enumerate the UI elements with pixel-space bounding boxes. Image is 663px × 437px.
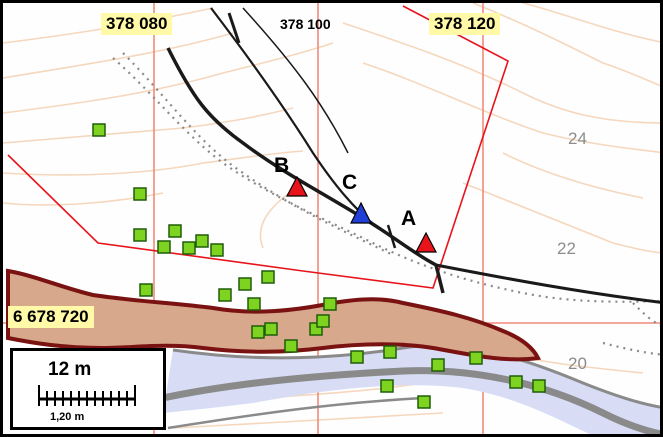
grid-label-x-378100: 378 100 [280, 16, 331, 32]
contour-lines [3, 3, 660, 429]
grid-label-y-6678720: 6 678 720 [8, 306, 94, 328]
marker [532, 379, 546, 393]
marker [469, 351, 483, 365]
scale-bar-sub-label: 1,20 m [50, 411, 85, 423]
marker [247, 297, 261, 311]
marker [218, 288, 232, 302]
marker [168, 224, 182, 238]
marker [431, 358, 445, 372]
marker [133, 187, 147, 201]
marker [195, 234, 209, 248]
marker [157, 240, 171, 254]
scale-bar: 12 m 1,20 m [10, 348, 166, 430]
marker [350, 350, 364, 364]
grid-label-x-378080: 378 080 [101, 13, 173, 35]
marker [509, 375, 523, 389]
contour-label-22: 22 [557, 239, 576, 258]
marker [139, 283, 153, 297]
marker [284, 339, 298, 353]
survey-points [286, 175, 437, 253]
marker [380, 379, 394, 393]
black-linework [166, 7, 660, 304]
marker [323, 297, 337, 311]
point-b-triangle [286, 175, 308, 197]
grid-label-x-378120: 378 120 [429, 13, 501, 35]
marker [182, 241, 196, 255]
marker [261, 270, 275, 284]
road-band [162, 343, 660, 434]
point-c-triangle [350, 201, 372, 224]
marker [92, 123, 106, 137]
marker [133, 228, 147, 242]
point-a-triangle [415, 231, 437, 253]
point-label-b: B [274, 154, 290, 177]
scale-bar-main-label: 12 m [48, 359, 92, 380]
marker [210, 243, 224, 257]
dotted-lines [112, 52, 660, 356]
marker [383, 345, 397, 359]
point-label-a: A [401, 207, 417, 230]
parcel-boundary [7, 5, 509, 289]
point-label-c: C [342, 171, 358, 194]
marker [264, 322, 278, 336]
scale-bar-ruler [38, 385, 136, 406]
embankment [6, 268, 542, 362]
marker [238, 277, 252, 291]
contour-label-20: 20 [568, 354, 587, 373]
marker [316, 314, 330, 328]
contour-label-24: 24 [568, 129, 587, 148]
marker [417, 395, 431, 409]
map-canvas [3, 3, 660, 434]
green-markers [92, 123, 546, 409]
marker [251, 325, 265, 339]
